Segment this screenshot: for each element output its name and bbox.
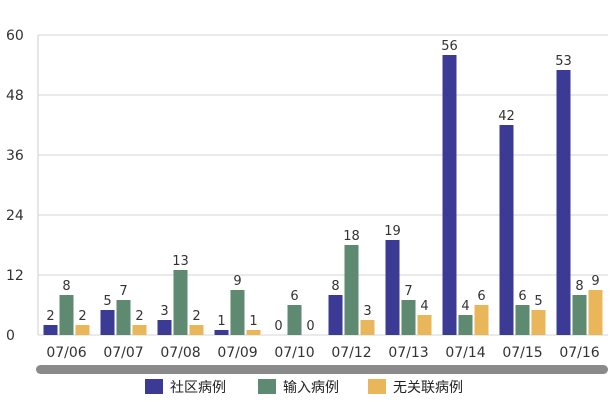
bar — [157, 320, 172, 335]
data-label: 6 — [518, 289, 526, 304]
bar — [474, 305, 489, 335]
data-label: 9 — [233, 274, 241, 289]
data-label: 0 — [306, 319, 314, 334]
data-label: 3 — [363, 304, 371, 319]
y-axis-ticks: 0 12 24 36 48 60 — [6, 28, 24, 344]
scrollbar[interactable] — [36, 365, 608, 374]
legend-label: 社区病例 — [170, 380, 226, 396]
data-label: 19 — [384, 224, 401, 239]
bars — [43, 55, 603, 335]
data-label: 8 — [331, 279, 339, 294]
bar — [360, 320, 375, 335]
bar — [75, 325, 90, 335]
data-label: 2 — [78, 309, 86, 324]
x-tick-label: 07/13 — [388, 345, 428, 361]
y-tick-label: 24 — [6, 208, 24, 224]
data-label: 7 — [119, 284, 127, 299]
bar — [43, 325, 58, 335]
data-label: 4 — [420, 299, 428, 314]
data-label: 1 — [217, 314, 225, 329]
bar — [230, 290, 245, 335]
legend-swatch — [258, 379, 276, 394]
y-tick-label: 0 — [6, 328, 15, 344]
data-label: 5 — [534, 294, 542, 309]
data-label: 7 — [404, 284, 412, 299]
bar — [588, 290, 603, 335]
y-tick-label: 60 — [6, 28, 24, 44]
data-label: 53 — [555, 54, 572, 69]
x-tick-label: 07/06 — [46, 345, 86, 361]
data-label: 2 — [46, 309, 54, 324]
data-label: 9 — [591, 274, 599, 289]
data-label: 42 — [498, 109, 515, 124]
bar — [572, 295, 587, 335]
x-tick-label: 07/16 — [559, 345, 599, 361]
bar — [328, 295, 343, 335]
x-tick-label: 07/12 — [331, 345, 371, 361]
data-label: 6 — [290, 289, 298, 304]
data-label: 8 — [62, 279, 70, 294]
x-axis-ticks: 07/06 07/07 07/08 07/09 07/10 07/12 07/13 07/14… — [46, 345, 599, 361]
data-label: 2 — [192, 309, 200, 324]
legend-label: 输入病例 — [283, 380, 339, 396]
bar — [132, 325, 147, 335]
legend-swatch — [145, 379, 163, 394]
bar — [173, 270, 188, 335]
x-tick-label: 07/14 — [445, 345, 485, 361]
y-tick-label: 12 — [6, 268, 24, 284]
bar — [499, 125, 514, 335]
bar — [515, 305, 530, 335]
data-label: 6 — [477, 289, 485, 304]
bar — [344, 245, 359, 335]
x-tick-label: 07/09 — [217, 345, 257, 361]
x-tick-label: 07/07 — [103, 345, 143, 361]
bar — [442, 55, 457, 335]
bar — [246, 330, 261, 335]
data-label: 4 — [461, 299, 469, 314]
bar — [556, 70, 571, 335]
bar — [214, 330, 229, 335]
data-label: 3 — [160, 304, 168, 319]
data-label: 8 — [575, 279, 583, 294]
bar — [116, 300, 131, 335]
data-label: 1 — [249, 314, 257, 329]
legend: 社区病例 输入病例 无关联病例 — [145, 379, 463, 396]
x-tick-label: 07/15 — [502, 345, 542, 361]
bar — [385, 240, 400, 335]
y-tick-label: 48 — [6, 88, 24, 104]
legend-swatch — [368, 379, 386, 394]
data-label: 2 — [135, 309, 143, 324]
bar — [458, 315, 473, 335]
legend-label: 无关联病例 — [393, 380, 463, 396]
y-tick-label: 36 — [6, 148, 24, 164]
data-label: 0 — [274, 319, 282, 334]
bar — [417, 315, 432, 335]
bar — [531, 310, 546, 335]
x-tick-label: 07/08 — [160, 345, 200, 361]
x-tick-label: 07/10 — [274, 345, 314, 361]
bar — [100, 310, 115, 335]
data-label: 13 — [172, 254, 189, 269]
data-label: 5 — [103, 294, 111, 309]
bar — [59, 295, 74, 335]
data-label: 18 — [343, 229, 360, 244]
bar — [401, 300, 416, 335]
bar — [287, 305, 302, 335]
bar — [189, 325, 204, 335]
data-label: 56 — [441, 39, 458, 54]
